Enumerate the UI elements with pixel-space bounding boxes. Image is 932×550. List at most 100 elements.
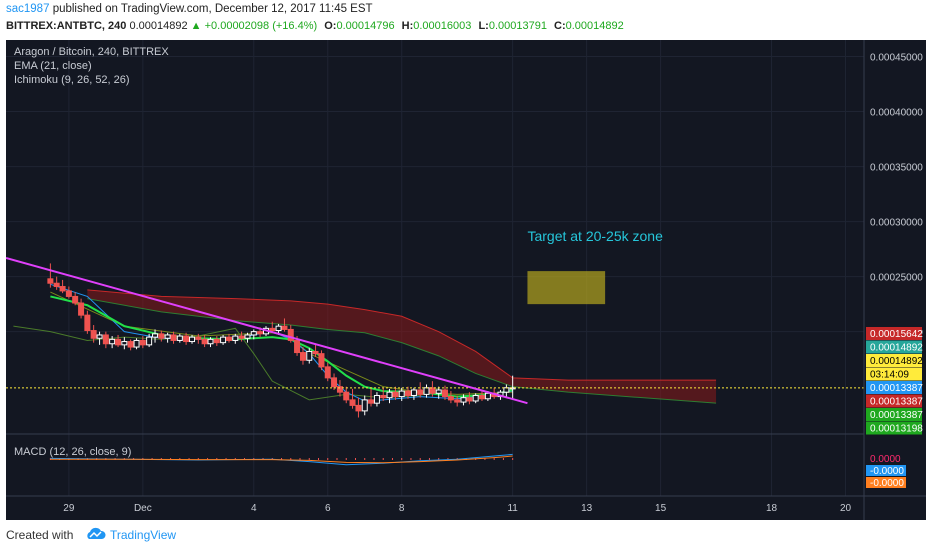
candle-body — [429, 387, 436, 394]
candle-body — [238, 335, 245, 339]
candle-body — [318, 353, 325, 368]
price-tag — [866, 381, 922, 394]
senkou-span-b-line — [87, 289, 717, 381]
symbol-line: BITTREX:ANTBTC, 240 0.00014892 ▲ +0.0000… — [6, 20, 624, 32]
candle-body — [213, 338, 220, 344]
price-tick-label: 0.00045000 — [870, 53, 923, 64]
candle-body — [392, 391, 399, 398]
candle-body — [343, 391, 350, 401]
candle-body — [361, 399, 368, 412]
candle-body — [275, 325, 282, 332]
price-tag — [866, 421, 922, 435]
target-zone — [527, 271, 606, 305]
price-tag-label: 0.00013387 — [870, 410, 923, 421]
symbol-name: BITTREX:ANTBTC, 240 — [6, 20, 127, 32]
senkou-span-a-line — [87, 298, 717, 404]
candle-body — [460, 397, 467, 403]
candle-body — [121, 341, 128, 346]
price-tag — [866, 394, 922, 408]
low-value: 0.00013791 — [488, 20, 547, 32]
candle-body — [454, 399, 461, 403]
candle-body — [331, 377, 338, 388]
candle-body — [294, 339, 301, 354]
candle-body — [423, 387, 430, 395]
macd-value-tag — [866, 477, 906, 488]
cloud-fill — [87, 289, 717, 404]
price-axis-bg — [864, 40, 926, 520]
last-price: 0.00014892 — [129, 20, 188, 32]
open-label: O: — [324, 20, 337, 32]
time-tick-label: 20 — [840, 503, 852, 514]
ichimoku-cloud — [87, 289, 717, 404]
macd-value-label: 0.0000 — [870, 454, 901, 465]
candle-body — [324, 366, 331, 379]
price-tag — [866, 340, 922, 354]
price-tag — [866, 408, 922, 421]
candle-body — [65, 290, 72, 297]
publisher-link[interactable]: sac1987 — [6, 3, 50, 15]
candle-body — [386, 391, 393, 399]
macd-value-label: -0.0000 — [870, 466, 904, 477]
candle-body — [201, 338, 208, 345]
candle-body — [164, 334, 171, 339]
time-tick-label: Dec — [134, 503, 152, 514]
price-tick-label: 0.00040000 — [870, 108, 923, 119]
candle-body — [398, 390, 405, 398]
candle-body — [170, 334, 177, 341]
grid — [6, 40, 864, 496]
macd-value-label: -0.0000 — [870, 478, 904, 489]
open-value: 0.00014796 — [336, 20, 395, 32]
price-tag — [866, 327, 922, 340]
candle-body — [109, 338, 116, 345]
time-tick-label: 8 — [399, 503, 405, 514]
candle-body — [84, 314, 91, 332]
candle-body — [115, 338, 122, 346]
candle-body — [410, 389, 417, 396]
low-label: L: — [478, 20, 489, 32]
candle-body — [53, 282, 60, 288]
candle-body — [102, 334, 109, 345]
candle-body — [176, 335, 183, 341]
time-tick-label: 15 — [655, 503, 667, 514]
candle-body — [158, 333, 165, 339]
candle-body — [220, 336, 227, 344]
chart-area[interactable]: Target at 20-25k zone Aragon / Bitcoin, … — [6, 40, 926, 520]
candle-body — [257, 331, 264, 335]
macd-value-tag — [866, 465, 906, 476]
candle-body — [368, 399, 375, 404]
time-tick-label: 18 — [766, 503, 778, 514]
price-tags: 0.00015642 0.00014892 0.00014892 03:14:09 0.… — [866, 327, 923, 435]
candle-body — [299, 352, 306, 361]
candle-body — [152, 333, 159, 338]
tradingview-brand[interactable]: TradingView — [110, 528, 177, 542]
macd-value-tag — [866, 453, 906, 464]
price-change: +0.00002098 (+16.4%) — [204, 20, 318, 32]
candle-body — [146, 336, 153, 346]
legend-ichimoku: Ichimoku (9, 26, 52, 26) — [14, 74, 130, 86]
candle-body — [478, 394, 485, 400]
target-annotation: Target at 20-25k zone — [527, 228, 663, 244]
chart-header: sac1987 published on TradingView.com, De… — [0, 0, 932, 40]
price-chart[interactable]: Target at 20-25k zone Aragon / Bitcoin, … — [6, 40, 926, 520]
candle-body — [312, 350, 319, 355]
candlesticks — [47, 263, 516, 418]
candle-body — [405, 390, 412, 396]
candle-body — [232, 335, 239, 341]
candle-body — [139, 339, 146, 346]
time-tick-label: 4 — [251, 503, 257, 514]
candle-body — [250, 331, 257, 336]
candle-body — [244, 334, 251, 339]
footer: Created with TradingView — [0, 520, 932, 550]
published-line: sac1987 published on TradingView.com, De… — [6, 3, 373, 15]
candle-body — [484, 392, 491, 400]
candle-body — [355, 404, 362, 412]
price-tag-label: 0.00013387 — [870, 397, 923, 408]
candle-body — [90, 330, 97, 339]
price-tick-label: 0.00035000 — [870, 163, 923, 174]
candle-body — [503, 387, 510, 393]
price-tick-label: 0.00025000 — [870, 273, 923, 284]
trendline[interactable] — [6, 256, 528, 405]
macd-title: MACD (12, 26, close, 9) — [14, 446, 131, 458]
candle-body — [195, 336, 202, 340]
price-tag-label: 0.00014892 — [870, 356, 923, 367]
